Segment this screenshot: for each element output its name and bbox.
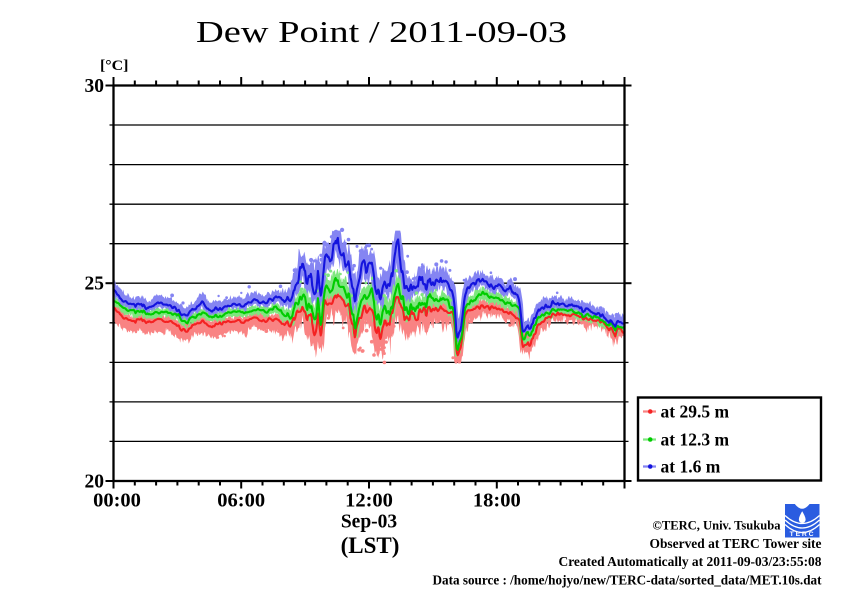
svg-text:00:00: 00:00 xyxy=(93,490,141,512)
svg-text:Created Automatically at 2011-: Created Automatically at 2011-09-03/23:5… xyxy=(559,554,822,569)
svg-text:06:00: 06:00 xyxy=(217,490,265,512)
svg-text:20: 20 xyxy=(85,472,105,493)
svg-text:[°C]: [°C] xyxy=(100,58,129,74)
svg-text:Data source : /home/hojyo/new/: Data source : /home/hojyo/new/TERC-data/… xyxy=(433,573,823,588)
svg-text:TERC: TERC xyxy=(790,531,816,538)
svg-text:(LST): (LST) xyxy=(341,533,400,558)
svg-text:at 12.3 m: at 12.3 m xyxy=(661,430,730,450)
svg-text:30: 30 xyxy=(85,76,105,97)
svg-text:at 1.6 m: at 1.6 m xyxy=(661,457,721,477)
svg-text:18:00: 18:00 xyxy=(473,490,521,512)
svg-text:Sep-03: Sep-03 xyxy=(341,512,398,533)
svg-text:Dew Point / 2011-09-03: Dew Point / 2011-09-03 xyxy=(196,15,567,49)
svg-text:©TERC, Univ. Tsukuba: ©TERC, Univ. Tsukuba xyxy=(653,518,781,533)
svg-text:Observed at TERC Tower site: Observed at TERC Tower site xyxy=(650,536,822,551)
svg-text:12:00: 12:00 xyxy=(345,490,393,512)
svg-text:at 29.5 m: at 29.5 m xyxy=(661,402,730,422)
svg-text:25: 25 xyxy=(85,274,105,295)
